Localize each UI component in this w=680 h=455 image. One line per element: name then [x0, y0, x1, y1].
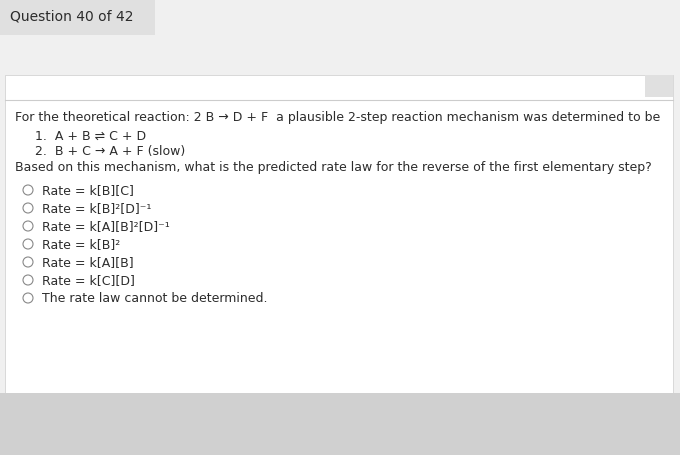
Circle shape — [23, 222, 33, 232]
Text: Based on this mechanism, what is the predicted rate law for the reverse of the f: Based on this mechanism, what is the pre… — [15, 161, 651, 174]
Text: Rate = k[B][C]: Rate = k[B][C] — [42, 184, 134, 197]
Circle shape — [23, 203, 33, 213]
Bar — [0, 393, 680, 455]
Circle shape — [23, 258, 33, 268]
Circle shape — [23, 186, 33, 196]
Text: Rate = k[A][B]²[D]⁻¹: Rate = k[A][B]²[D]⁻¹ — [42, 220, 170, 233]
Text: Rate = k[C][D]: Rate = k[C][D] — [42, 274, 135, 287]
Text: Question 40 of 42: Question 40 of 42 — [10, 9, 133, 23]
Circle shape — [23, 239, 33, 249]
Text: 2.  B + C → A + F (slow): 2. B + C → A + F (slow) — [35, 144, 185, 157]
Text: Rate = k[B]²[D]⁻¹: Rate = k[B]²[D]⁻¹ — [42, 202, 152, 215]
Bar — [5, 76, 673, 393]
Text: Rate = k[B]²: Rate = k[B]² — [42, 238, 120, 251]
Text: The rate law cannot be determined.: The rate law cannot be determined. — [42, 292, 267, 305]
Circle shape — [23, 275, 33, 285]
Bar — [0, 0, 155, 36]
Bar — [645, 76, 673, 98]
Text: Rate = k[A][B]: Rate = k[A][B] — [42, 256, 134, 269]
Text: For the theoretical reaction: 2 B → D + F  a plausible 2-step reaction mechanism: For the theoretical reaction: 2 B → D + … — [15, 111, 660, 124]
Text: 1.  A + B ⇌ C + D: 1. A + B ⇌ C + D — [35, 129, 146, 142]
Circle shape — [23, 293, 33, 303]
